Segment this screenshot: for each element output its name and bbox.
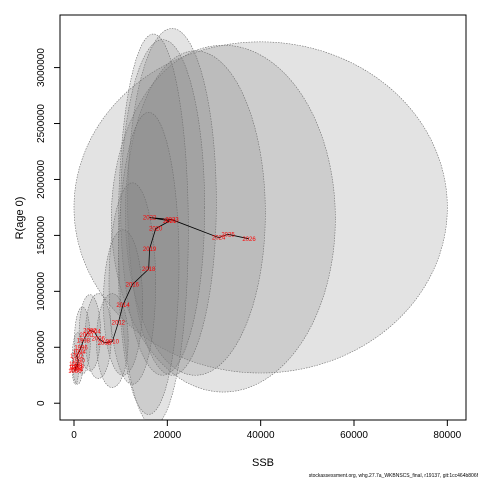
point-label: 1984 <box>70 368 84 374</box>
x-axis: 0 20000 40000 60000 80000 <box>71 419 462 441</box>
point-label: 1982 <box>69 365 83 371</box>
point-label: 2014 <box>116 303 130 309</box>
point-labels: 1980198219841986198819901992199419961998… <box>68 216 256 375</box>
confidence-ellipse <box>73 41 448 374</box>
point-label: 2020 <box>149 227 163 233</box>
confidence-ellipse <box>78 294 101 372</box>
point-label: 1994 <box>72 350 86 356</box>
y-axis-title: R(age 0) <box>14 197 26 240</box>
y-tick-label: 0 <box>36 400 47 406</box>
point-label: 2018 <box>142 267 156 273</box>
point-label: 2019 <box>143 247 157 253</box>
point-label: 1998 <box>77 339 91 345</box>
point-label: 2026 <box>242 237 256 243</box>
point-label: 1986 <box>69 362 83 368</box>
y-tick-label: 3000000 <box>36 48 47 87</box>
point-label: 2010 <box>106 340 120 346</box>
point-label: 2025 <box>221 232 235 238</box>
y-tick-label: 2500000 <box>36 104 47 143</box>
point-label: 2023 <box>165 218 179 224</box>
point-label: 2004 <box>87 330 101 336</box>
y-tick-label: 1500000 <box>36 216 47 255</box>
y-axis: 0 500000 1000000 1500000 2000000 2500000 30000… <box>36 48 61 406</box>
point-label: 2016 <box>126 283 140 289</box>
point-label: 2008 <box>98 341 112 347</box>
confidence-ellipses <box>71 28 448 420</box>
point-label: 2024 <box>212 236 226 242</box>
x-axis-title: SSB <box>252 457 274 469</box>
confidence-ellipse <box>118 33 189 420</box>
x-tick-label: 60000 <box>340 430 368 441</box>
confidence-ellipse <box>108 182 156 385</box>
trajectory-line <box>74 217 250 371</box>
confidence-ellipse <box>111 44 336 393</box>
point-label: 1990 <box>72 359 86 365</box>
point-label: 2002 <box>83 328 97 334</box>
point-label: 2012 <box>112 321 126 327</box>
x-tick-label: 40000 <box>247 430 275 441</box>
point-label: 2000 <box>79 333 93 339</box>
point-label: 1992 <box>70 354 84 360</box>
confidence-ellipse <box>127 28 217 376</box>
footer-caption: stockassessment.org, whg.27.7a_WKBNSCS_f… <box>309 473 479 479</box>
point-label: 2022 <box>143 216 157 222</box>
y-tick-label: 500000 <box>36 330 47 364</box>
point-label: 1988 <box>71 364 85 370</box>
y-tick-label: 2000000 <box>36 160 47 199</box>
point-label: 2021 <box>163 219 177 225</box>
confidence-ellipse <box>74 306 91 375</box>
x-tick-label: 20000 <box>153 430 181 441</box>
point-label: 1996 <box>74 345 88 351</box>
x-tick-label: 80000 <box>433 430 461 441</box>
trajectory-line-group <box>74 217 250 371</box>
y-tick-label: 1000000 <box>36 271 47 310</box>
point-label: 2006 <box>92 336 106 342</box>
confidence-ellipse <box>84 293 112 379</box>
x-tick-label: 0 <box>71 430 77 441</box>
point-label: 1980 <box>68 369 82 375</box>
confidence-ellipse <box>125 50 266 376</box>
